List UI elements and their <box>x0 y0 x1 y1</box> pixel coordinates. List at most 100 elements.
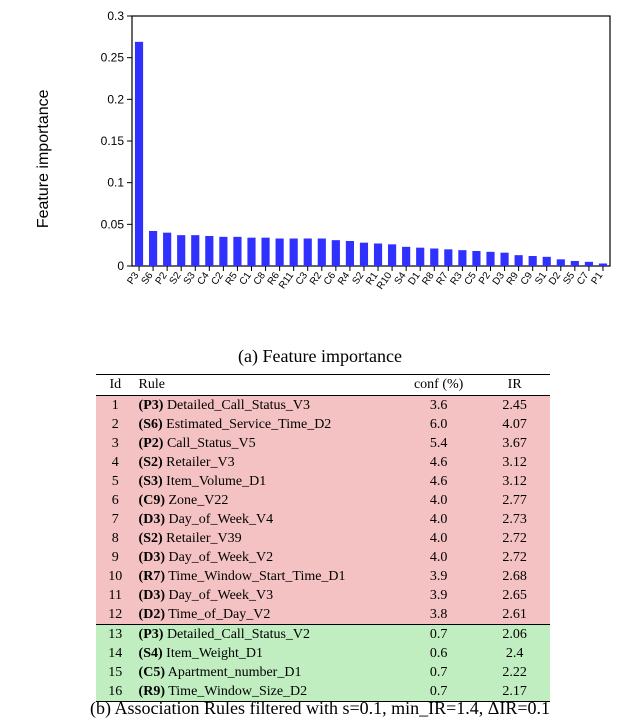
table-row: 13(P3) Detailed_Call_Status_V20.72.06 <box>96 625 550 645</box>
svg-text:R9: R9 <box>505 270 522 287</box>
svg-text:C1: C1 <box>238 270 255 287</box>
rule-prefix: (D3) <box>139 588 165 603</box>
rule-prefix: (P3) <box>139 627 164 642</box>
svg-text:R3: R3 <box>448 270 465 287</box>
svg-text:0.1: 0.1 <box>107 176 124 190</box>
cell-rule: (S6) Estimated_Service_Time_D2 <box>135 415 398 434</box>
svg-text:S2: S2 <box>350 270 366 287</box>
col-header-ir: IR <box>479 375 550 396</box>
cell-id: 11 <box>96 586 135 605</box>
cell-ir: 3.12 <box>479 472 550 491</box>
table-row: 2(S6) Estimated_Service_Time_D26.04.07 <box>96 415 550 434</box>
rule-prefix: (D2) <box>139 607 165 622</box>
cell-ir: 3.12 <box>479 453 550 472</box>
svg-text:D2: D2 <box>547 270 564 287</box>
cell-conf: 4.6 <box>398 453 479 472</box>
cell-ir: 2.73 <box>479 510 550 529</box>
cell-rule: (D2) Time_of_Day_V2 <box>135 605 398 625</box>
table-row: 3(P2) Call_Status_V55.43.67 <box>96 434 550 453</box>
rule-prefix: (S2) <box>139 531 163 546</box>
cell-rule: (P3) Detailed_Call_Status_V3 <box>135 396 398 416</box>
table-row: 9(D3) Day_of_Week_V24.02.72 <box>96 548 550 567</box>
table-row: 1(P3) Detailed_Call_Status_V33.62.45 <box>96 396 550 416</box>
rule-prefix: (P2) <box>139 436 164 451</box>
cell-id: 15 <box>96 663 135 682</box>
table-row: 6(C9) Zone_V224.02.77 <box>96 491 550 510</box>
col-header-id: Id <box>96 375 135 396</box>
cell-ir: 4.07 <box>479 415 550 434</box>
cell-ir: 2.72 <box>479 529 550 548</box>
svg-text:R7: R7 <box>434 270 451 287</box>
table-row: 5(S3) Item_Volume_D14.63.12 <box>96 472 550 491</box>
cell-conf: 3.9 <box>398 586 479 605</box>
svg-text:C7: C7 <box>575 270 592 287</box>
svg-text:C9: C9 <box>519 270 536 287</box>
rules-table-container: Id Rule conf (%) IR 1(P3) Detailed_Call_… <box>96 374 550 702</box>
col-header-conf: conf (%) <box>398 375 479 396</box>
cell-ir: 2.61 <box>479 605 550 625</box>
svg-text:C8: C8 <box>252 270 269 287</box>
cell-id: 3 <box>96 434 135 453</box>
table-row: 11(D3) Day_of_Week_V33.92.65 <box>96 586 550 605</box>
cell-rule: (P3) Detailed_Call_Status_V2 <box>135 625 398 645</box>
cell-id: 13 <box>96 625 135 645</box>
cell-rule: (R7) Time_Window_Start_Time_D1 <box>135 567 398 586</box>
svg-text:R5: R5 <box>224 270 241 287</box>
cell-ir: 2.72 <box>479 548 550 567</box>
rule-prefix: (S2) <box>139 455 163 470</box>
table-row: 8(S2) Retailer_V394.02.72 <box>96 529 550 548</box>
svg-text:S1: S1 <box>533 270 549 287</box>
cell-conf: 4.0 <box>398 529 479 548</box>
cell-ir: 2.45 <box>479 396 550 416</box>
caption-a: (a) Feature importance <box>0 346 640 367</box>
table-row: 7(D3) Day_of_Week_V44.02.73 <box>96 510 550 529</box>
cell-id: 10 <box>96 567 135 586</box>
cell-ir: 2.22 <box>479 663 550 682</box>
cell-id: 12 <box>96 605 135 625</box>
svg-text:P2: P2 <box>477 270 493 287</box>
svg-text:S4: S4 <box>393 270 409 287</box>
svg-text:P3: P3 <box>125 270 141 287</box>
svg-text:S3: S3 <box>182 270 198 287</box>
rule-prefix: (P3) <box>139 398 164 413</box>
col-header-rule: Rule <box>135 375 398 396</box>
rule-prefix: (D3) <box>139 550 165 565</box>
svg-text:D3: D3 <box>491 270 508 287</box>
table-row: 4(S2) Retailer_V34.63.12 <box>96 453 550 472</box>
svg-text:R2: R2 <box>308 270 325 287</box>
cell-conf: 0.7 <box>398 625 479 645</box>
svg-text:S2: S2 <box>168 270 184 287</box>
svg-text:0.25: 0.25 <box>101 51 125 65</box>
feature-importance-chart: Feature importance 00.050.10.150.20.250.… <box>48 8 620 324</box>
rule-prefix: (C5) <box>139 665 165 680</box>
cell-rule: (C9) Zone_V22 <box>135 491 398 510</box>
table-row: 15(C5) Apartment_number_D10.72.22 <box>96 663 550 682</box>
cell-conf: 4.0 <box>398 548 479 567</box>
rule-prefix: (R7) <box>139 569 165 584</box>
cell-conf: 5.4 <box>398 434 479 453</box>
bar-chart-svg: 00.050.10.150.20.250.3P3S6P2S2S3C4C2R5C1… <box>80 8 620 324</box>
svg-text:R8: R8 <box>420 270 437 287</box>
svg-text:0: 0 <box>117 259 124 273</box>
svg-text:0.05: 0.05 <box>101 217 125 231</box>
svg-text:S6: S6 <box>140 270 156 287</box>
rule-prefix: (R9) <box>139 684 165 699</box>
cell-ir: 3.67 <box>479 434 550 453</box>
cell-id: 7 <box>96 510 135 529</box>
cell-rule: (S3) Item_Volume_D1 <box>135 472 398 491</box>
cell-conf: 3.8 <box>398 605 479 625</box>
cell-id: 9 <box>96 548 135 567</box>
rule-prefix: (S3) <box>139 474 163 489</box>
cell-ir: 2.06 <box>479 625 550 645</box>
cell-rule: (D3) Day_of_Week_V3 <box>135 586 398 605</box>
caption-b: (b) Association Rules filtered with s=0.… <box>0 698 640 719</box>
svg-text:D1: D1 <box>406 270 423 287</box>
rule-prefix: (S6) <box>139 417 163 432</box>
cell-id: 6 <box>96 491 135 510</box>
cell-ir: 2.77 <box>479 491 550 510</box>
svg-text:P1: P1 <box>589 270 605 287</box>
cell-conf: 3.6 <box>398 396 479 416</box>
cell-id: 8 <box>96 529 135 548</box>
svg-text:R4: R4 <box>336 270 353 287</box>
svg-text:C2: C2 <box>209 270 226 287</box>
